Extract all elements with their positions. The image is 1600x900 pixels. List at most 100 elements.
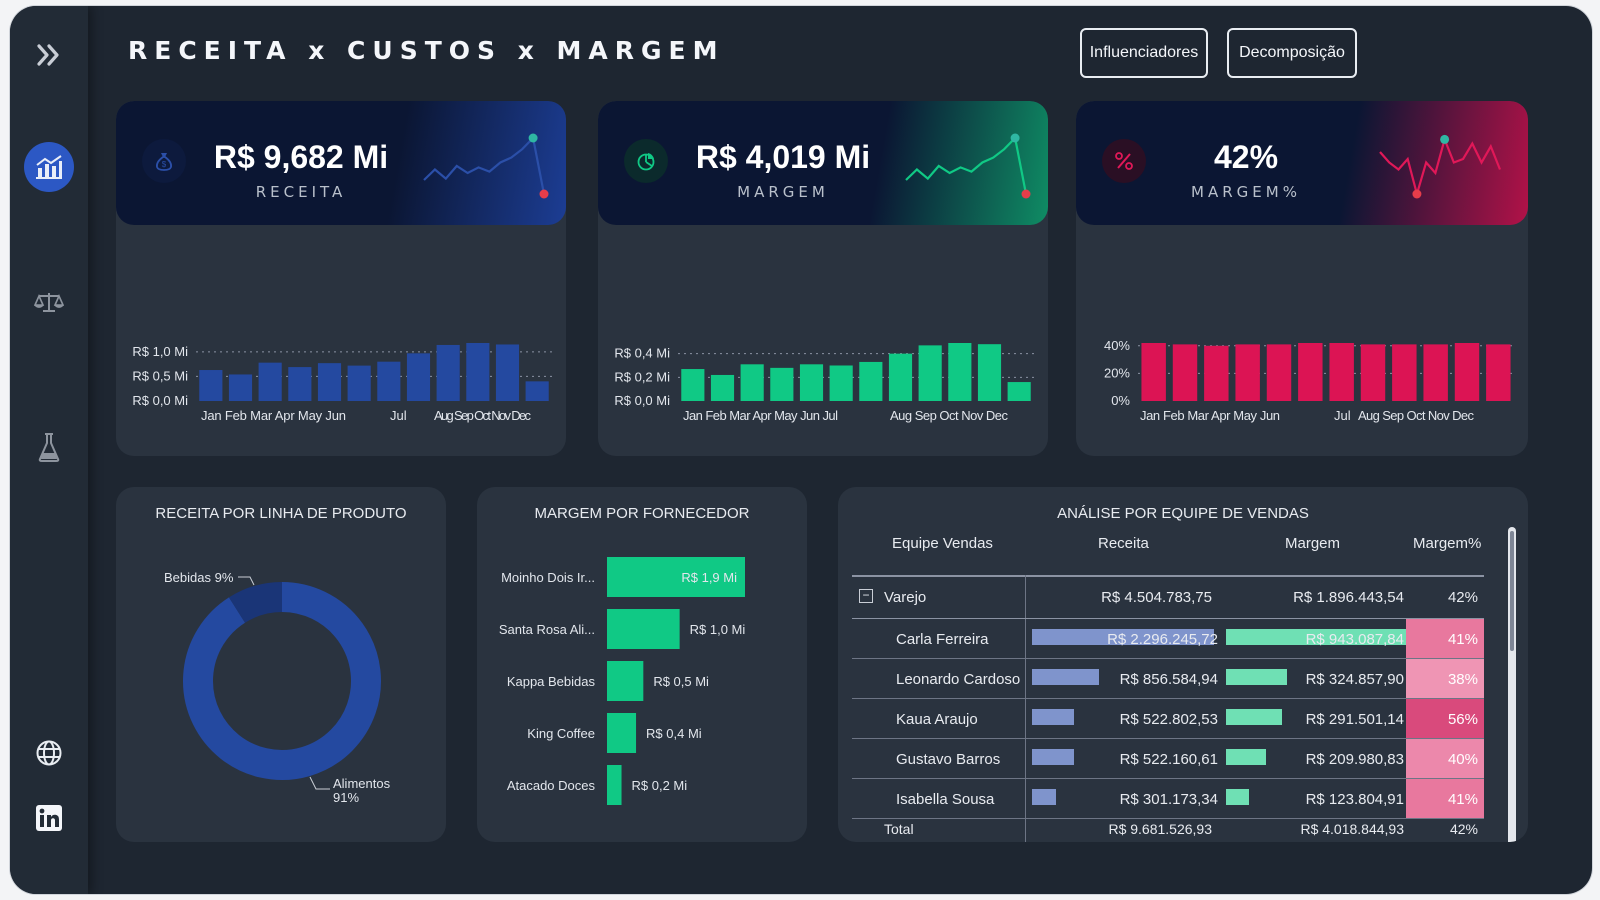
scrollbar-thumb[interactable] — [1510, 531, 1514, 651]
bar-sep[interactable] — [918, 345, 942, 401]
bar-oct[interactable] — [948, 343, 972, 401]
scale-icon[interactable] — [24, 278, 74, 328]
col-receita[interactable]: Receita — [1098, 535, 1149, 552]
collapse-toggle[interactable]: − — [859, 589, 873, 603]
supplier-bar[interactable] — [607, 557, 745, 597]
table-row[interactable]: Isabella Sousa R$ 301.173,34 R$ 123.804,… — [852, 779, 1484, 819]
bar-feb[interactable] — [1172, 344, 1198, 401]
table-scrollbar[interactable] — [1508, 527, 1516, 842]
bar-jan[interactable] — [199, 370, 223, 401]
supplier-bar[interactable] — [607, 609, 680, 649]
sparkline-path — [423, 135, 546, 195]
bar-apr[interactable] — [288, 367, 312, 401]
supplier-value-label: R$ 0,5 Mi — [653, 674, 709, 689]
bar-may[interactable] — [1266, 344, 1292, 401]
bar-nov[interactable] — [495, 344, 520, 401]
decomposition-button[interactable]: Decomposição — [1227, 28, 1357, 78]
bar-oct[interactable] — [1423, 344, 1448, 401]
bar-oct[interactable] — [466, 343, 490, 401]
table-row[interactable]: Kaua Araujo R$ 522.802,53 R$ 291.501,14 … — [852, 699, 1484, 739]
dashboard-frame: RECEITA x CUSTOS x MARGEM Influenciadore… — [10, 6, 1592, 894]
receita-sparkline — [423, 133, 549, 199]
pie-chart-icon — [624, 139, 668, 183]
bar-mar[interactable] — [740, 364, 764, 401]
receita-linha-produto-panel: RECEITA POR LINHA DE PRODUTO Bebidas 9% A… — [116, 487, 446, 842]
row-margem: R$ 291.501,14 — [1305, 711, 1404, 728]
bar-dec[interactable] — [525, 381, 549, 401]
bar-jul[interactable] — [859, 361, 883, 401]
bar-jul[interactable] — [1329, 343, 1354, 401]
y-tick-label: R$ 1,0 Mi — [132, 344, 188, 359]
expand-chevrons-icon[interactable] — [24, 30, 74, 80]
col-equipe[interactable]: Equipe Vendas — [892, 535, 993, 552]
supplier-bar[interactable] — [607, 713, 637, 753]
bar-aug[interactable] — [1360, 344, 1386, 401]
bar-feb[interactable] — [710, 374, 735, 401]
flask-icon[interactable] — [24, 422, 74, 472]
total-label: Total — [884, 821, 914, 837]
x-tick-label: Aug Sep Oct Nov Dec — [434, 408, 532, 423]
bar-jun[interactable] — [347, 365, 371, 401]
bar-may[interactable] — [799, 364, 824, 401]
margem-databar — [1226, 669, 1288, 685]
supplier-bar[interactable] — [607, 661, 644, 701]
bar-jul[interactable] — [377, 361, 401, 401]
influencers-button[interactable]: Influenciadores — [1080, 28, 1208, 78]
y-tick-label: R$ 0,5 Mi — [132, 368, 188, 383]
chart-report-icon[interactable] — [24, 142, 74, 192]
pct-cell-bg — [1406, 739, 1484, 778]
bar-apr[interactable] — [1235, 344, 1260, 401]
donut-label-alimentos-pct: 91% — [333, 790, 359, 805]
bar-jan[interactable] — [681, 369, 705, 401]
receita-bar-chart: R$ 0,0 Mi R$ 0,5 Mi R$ 1,0 Mi Jan Feb Mar A… — [132, 343, 552, 423]
row-divider — [852, 738, 1484, 739]
sparkline-max-marker — [1010, 133, 1020, 143]
margem-card: R$ 4,019 Mi MARGEM R$ 0,0 Mi R$ 0,2 Mi R$ … — [598, 101, 1048, 456]
margem-fornecedor-panel: MARGEM POR FORNECEDOR Moinho Dois Ir... R… — [477, 487, 807, 842]
bar-jun[interactable] — [1298, 343, 1323, 401]
table-group-row[interactable]: − Varejo R$ 4.504.783,75 R$ 1.896.443,54… — [852, 579, 1484, 619]
bar-may[interactable] — [317, 363, 342, 401]
col-margem-pct[interactable]: Margem% — [1413, 535, 1482, 552]
bar-feb[interactable] — [228, 374, 253, 401]
group-receita: R$ 4.504.783,75 — [1101, 589, 1212, 606]
table-row[interactable]: Leonardo Cardoso R$ 856.584,94 R$ 324.85… — [852, 659, 1484, 699]
bar-nov[interactable] — [977, 344, 1002, 401]
bar-dec[interactable] — [1007, 382, 1031, 401]
y-tick-label: 40% — [1104, 338, 1130, 353]
linkedin-icon[interactable] — [24, 793, 74, 843]
row-divider — [852, 818, 1484, 819]
bar-mar[interactable] — [258, 362, 282, 401]
table-row[interactable]: Carla Ferreira R$ 2.296.245,72 R$ 943.08… — [852, 619, 1484, 659]
bar-apr[interactable] — [770, 367, 794, 401]
table-row[interactable]: Gustavo Barros R$ 522.160,61 R$ 209.980,… — [852, 739, 1484, 779]
globe-icon[interactable] — [24, 728, 74, 778]
pct-cell-bg — [1406, 779, 1484, 818]
bar-jan[interactable] — [1141, 343, 1166, 401]
row-margem: R$ 209.980,83 — [1305, 751, 1404, 768]
row-pct: 38% — [1447, 671, 1478, 688]
leader-line — [309, 776, 330, 790]
row-pct: 41% — [1447, 791, 1478, 808]
col-margem[interactable]: Margem — [1285, 535, 1341, 552]
bar-dec[interactable] — [1486, 344, 1511, 401]
bar-aug[interactable] — [888, 353, 913, 401]
bar-sep[interactable] — [436, 344, 460, 401]
supplier-bar[interactable] — [607, 765, 622, 805]
margem-databar — [1226, 789, 1250, 805]
margem-pct-bar-chart: 0% 20% 40% Jan Feb Mar Apr May Jun Jul Aug Se… — [1104, 338, 1514, 423]
bar-mar[interactable] — [1204, 345, 1229, 401]
margem-pct-card: 42% MARGEM% 0% 20% 40% Jan Feb Mar Apr May … — [1076, 101, 1528, 456]
bar-jun[interactable] — [829, 365, 853, 401]
pct-cell-bg — [1406, 659, 1484, 698]
bar-nov[interactable] — [1454, 343, 1480, 401]
bar-aug[interactable] — [406, 353, 431, 401]
page-title: RECEITA x CUSTOS x MARGEM — [128, 36, 725, 65]
donut-slice-alimentos[interactable] — [183, 582, 381, 780]
y-tick-label: R$ 0,0 Mi — [614, 393, 670, 408]
bar-sep[interactable] — [1392, 344, 1417, 401]
margem-kpi: R$ 4,019 Mi MARGEM — [598, 101, 1048, 225]
supplier-label: Atacado Doces — [507, 778, 596, 793]
donut-slice-bebidas[interactable] — [228, 582, 283, 624]
sparkline-path — [1379, 135, 1502, 199]
